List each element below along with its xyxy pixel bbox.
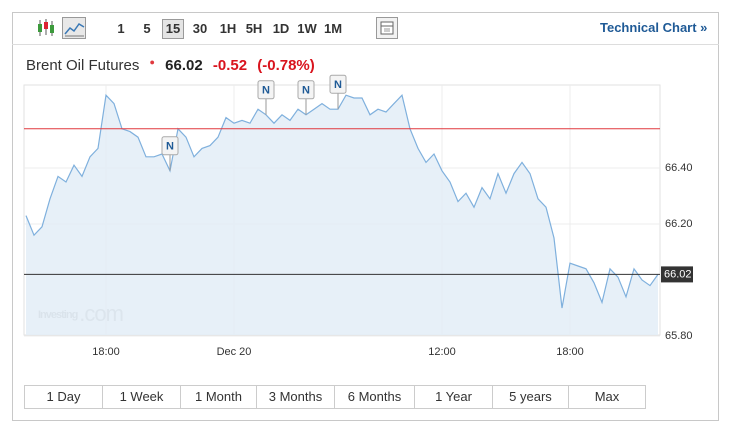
- area: [26, 95, 658, 335]
- x-tick-label: 12:00: [428, 346, 456, 358]
- line-chart-icon[interactable]: [62, 17, 86, 39]
- price: 66.02: [165, 57, 203, 74]
- range-bar: 1 Day 1 Week 1 Month 3 Months 6 Months 1 Year…: [24, 385, 646, 409]
- interval-button[interactable]: 1M: [323, 21, 343, 36]
- range-button[interactable]: 5 years: [493, 386, 569, 408]
- interval-button[interactable]: 1: [117, 21, 125, 36]
- toolbar-separator: [12, 44, 719, 45]
- change: -0.52: [212, 57, 248, 74]
- interval-button[interactable]: 30: [192, 21, 208, 36]
- annotation-label: N: [334, 79, 342, 91]
- x-tick-label: Dec 20: [217, 346, 252, 358]
- annotation-label: N: [302, 85, 310, 97]
- range-button[interactable]: 1 Day: [25, 386, 103, 408]
- technical-chart-link[interactable]: Technical Chart »: [600, 20, 708, 35]
- settings-icon[interactable]: [376, 17, 398, 39]
- widget-frame: [12, 12, 719, 421]
- line: [25, 93, 659, 309]
- instrument-title: Brent Oil Futures: [26, 57, 140, 74]
- range-button[interactable]: Max: [594, 389, 620, 404]
- x-tick-label: 18:00: [556, 346, 584, 358]
- range-button[interactable]: 3 Months: [257, 386, 335, 408]
- y-tick-label: 66.40: [665, 162, 693, 174]
- alert-dot: ●: [149, 57, 155, 67]
- annotation-box: [257, 80, 275, 100]
- annotation-box: [329, 74, 347, 94]
- interval-button[interactable]: 1W: [297, 21, 317, 36]
- annotation-box: [297, 80, 315, 100]
- y-tick-label: 66.20: [665, 218, 693, 230]
- change-percent: (-0.78%): [257, 57, 315, 74]
- interval-button[interactable]: 1D: [272, 21, 290, 36]
- range-button[interactable]: 6 Months: [335, 386, 415, 408]
- interval-button[interactable]: 5H: [245, 21, 263, 36]
- interval-button[interactable]: 15: [162, 19, 184, 39]
- range-button[interactable]: 1 Month: [181, 386, 257, 408]
- range-button[interactable]: 1 Year: [415, 386, 493, 408]
- x-tick-label: 18:00: [92, 346, 120, 358]
- annotation-label: N: [166, 141, 174, 153]
- annotation-label: N: [262, 85, 270, 97]
- quote-header: Brent Oil Futures ● 66.02 -0.52 (-0.78%): [26, 57, 321, 74]
- interval-button[interactable]: 1H: [219, 21, 237, 36]
- current-price-box: [661, 266, 693, 283]
- range-button[interactable]: 1 Week: [103, 386, 181, 408]
- candle-chart-icon[interactable]: [34, 17, 56, 39]
- annotation-box: [161, 136, 179, 156]
- interval-button[interactable]: 5: [143, 21, 151, 36]
- y-tick-label: 65.80: [665, 330, 693, 342]
- current-price-label: 66.02: [664, 268, 692, 280]
